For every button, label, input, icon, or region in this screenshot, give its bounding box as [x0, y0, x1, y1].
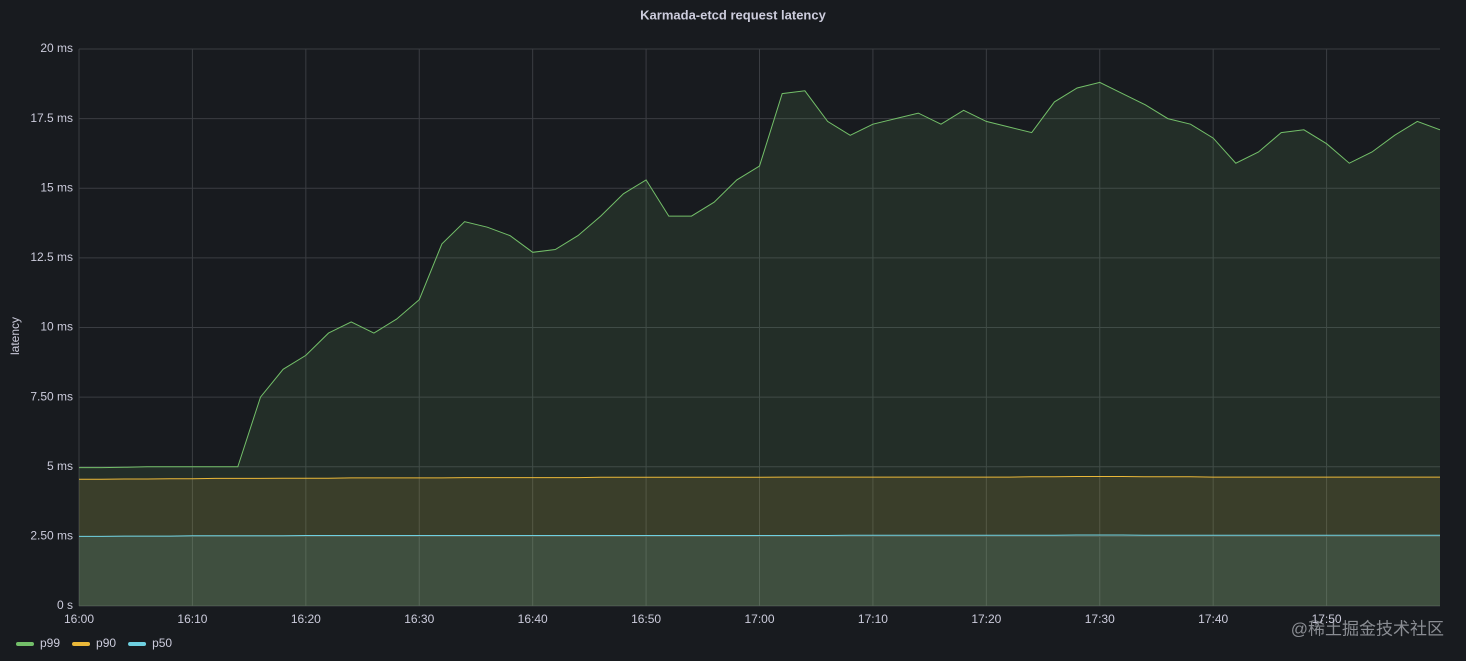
series-line	[79, 534, 1440, 537]
legend-label: p90	[96, 636, 116, 650]
series-line	[79, 81, 1441, 469]
x-tick-label: 16:50	[631, 612, 661, 626]
x-tick-label: 16:30	[404, 612, 434, 626]
y-tick-label: 15 ms	[40, 180, 73, 194]
y-tick-label: 12.5 ms	[30, 250, 73, 264]
series-area	[79, 82, 1440, 606]
x-tick-label: 17:30	[1085, 612, 1115, 626]
y-tick-label: 10 ms	[40, 320, 73, 334]
y-tick-label: 2.50 ms	[30, 529, 73, 543]
y-tick-label: 5 ms	[47, 459, 73, 473]
chart-title: Karmada-etcd request latency	[640, 7, 826, 22]
x-tick-label: 17:00	[744, 612, 774, 626]
series-line	[79, 476, 1440, 480]
y-tick-label: 0 s	[57, 598, 73, 612]
y-tick-label: 17.5 ms	[30, 111, 73, 125]
series-area	[79, 535, 1440, 606]
watermark: @稀土掘金技术社区	[1291, 619, 1444, 638]
legend-label: p50	[152, 636, 172, 650]
x-tick-label: 16:40	[518, 612, 548, 626]
legend-label: p99	[40, 636, 60, 650]
x-tick-label: 17:40	[1198, 612, 1228, 626]
y-axis-label: latency	[8, 317, 22, 355]
y-tick-label: 20 ms	[40, 41, 73, 55]
x-tick-label: 16:10	[177, 612, 207, 626]
x-tick-label: 16:00	[64, 612, 94, 626]
series-area	[79, 476, 1440, 606]
x-tick-label: 17:20	[971, 612, 1001, 626]
x-tick-label: 17:50	[1312, 612, 1342, 626]
x-tick-label: 17:10	[858, 612, 888, 626]
y-tick-label: 7.50 ms	[30, 389, 73, 403]
x-tick-label: 16:20	[291, 612, 321, 626]
